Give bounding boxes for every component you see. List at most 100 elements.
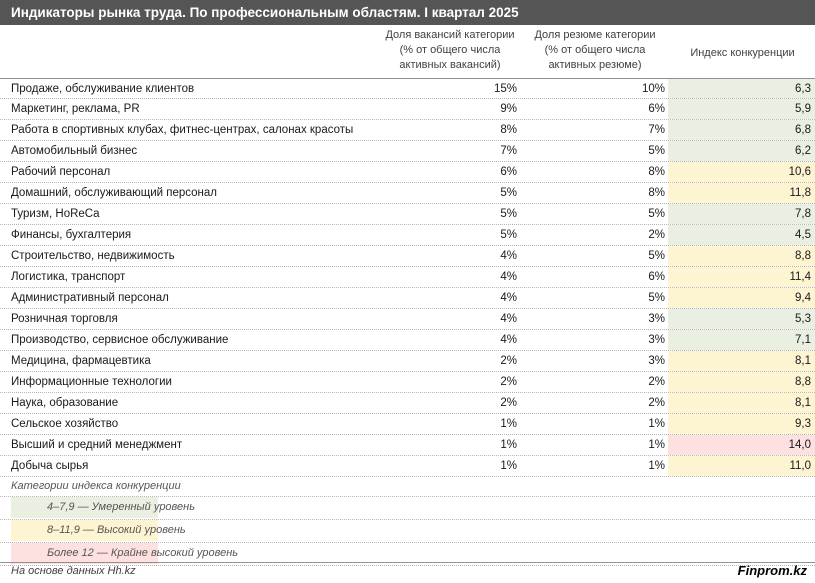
- competition-index-cell: 5,9: [668, 99, 815, 119]
- competition-index-cell: 7,8: [668, 204, 815, 224]
- vacancy-share-cell: 4%: [500, 334, 517, 346]
- row-label: Добыча сырья: [11, 460, 89, 472]
- resume-share-cell: 5%: [648, 208, 665, 220]
- table-row: Административный персонал 4% 5% 9,4: [0, 288, 815, 309]
- table-row: Сельское хозяйство 1% 1% 9,3: [0, 414, 815, 435]
- legend-label: 4–7,9 — Умеренный уровень: [47, 501, 196, 513]
- competition-index-cell: 9,3: [668, 414, 815, 434]
- table-row: Добыча сырья 1% 1% 11,0: [0, 456, 815, 477]
- legend-item: 8–11,9 — Высокий уровень: [0, 520, 815, 543]
- vacancy-share-cell: 5%: [500, 208, 517, 220]
- resume-share-cell: 10%: [641, 83, 665, 95]
- row-label: Логистика, транспорт: [11, 271, 126, 283]
- row-label: Административный персонал: [11, 292, 169, 304]
- header-vacancies-line1: Доля вакансий категории: [385, 29, 515, 41]
- legend-items: 4–7,9 — Умеренный уровень 8–11,9 — Высоки…: [0, 497, 815, 566]
- row-label: Маркетинг, реклама, PR: [11, 103, 140, 115]
- table-row: Логистика, транспорт 4% 6% 11,4: [0, 267, 815, 288]
- competition-index-cell: 11,4: [668, 267, 815, 287]
- competition-index-cell: 7,1: [668, 330, 815, 350]
- competition-index-cell: 11,8: [668, 183, 815, 203]
- competition-index-cell: 5,3: [668, 309, 815, 329]
- header-resumes: Доля резюме категории (% от общего числа…: [520, 28, 670, 78]
- table-row: Производство, сервисное обслуживание 4% 3%…: [0, 330, 815, 351]
- table-row: Информационные технологии 2% 2% 8,8: [0, 372, 815, 393]
- legend-item: 4–7,9 — Умеренный уровень: [0, 497, 815, 520]
- resume-share-cell: 8%: [648, 166, 665, 178]
- row-label: Высший и средний менеджмент: [11, 439, 183, 451]
- resume-share-cell: 3%: [648, 313, 665, 325]
- vacancy-share-cell: 4%: [500, 250, 517, 262]
- vacancy-share-cell: 2%: [500, 355, 517, 367]
- row-label: Розничная торговля: [11, 313, 118, 325]
- row-label: Автомобильный бизнес: [11, 145, 138, 157]
- row-label: Сельское хозяйство: [11, 418, 119, 430]
- resume-share-cell: 5%: [648, 292, 665, 304]
- competition-index-cell: 8,8: [668, 246, 815, 266]
- competition-index-cell: 8,1: [668, 393, 815, 413]
- row-label: Работа в спортивных клубах, фитнес-центр…: [11, 124, 354, 136]
- resume-share-cell: 1%: [648, 439, 665, 451]
- legend-item: Более 12 — Крайне высокий уровень: [0, 543, 815, 566]
- source-note: На основе данных Hh.kz: [11, 565, 136, 577]
- row-label: Продаже, обслуживание клиентов: [11, 83, 195, 95]
- competition-index-cell: 8,1: [668, 351, 815, 371]
- legend-swatch: [11, 520, 158, 541]
- competition-index-cell: 4,5: [668, 225, 815, 245]
- legend-label: Более 12 — Крайне высокий уровень: [47, 547, 239, 559]
- vacancy-share-cell: 9%: [500, 103, 517, 115]
- header-resumes-line3: активных резюме): [548, 59, 642, 71]
- table-row: Автомобильный бизнес 7% 5% 6,2: [0, 141, 815, 162]
- brand-logo: Finprom.kz: [737, 563, 807, 578]
- table-row: Медицина, фармацевтика 2% 3% 8,1: [0, 351, 815, 372]
- vacancy-share-cell: 7%: [500, 145, 517, 157]
- vacancy-share-cell: 1%: [500, 418, 517, 430]
- vacancy-share-cell: 2%: [500, 397, 517, 409]
- legend-title: Категории индекса конкуренции: [0, 477, 815, 497]
- legend-swatch: [11, 497, 158, 518]
- row-label: Наука, образование: [11, 397, 119, 409]
- competition-index-cell: 10,6: [668, 162, 815, 182]
- vacancy-share-cell: 5%: [500, 229, 517, 241]
- competition-index-cell: 6,2: [668, 141, 815, 161]
- vacancy-share-cell: 4%: [500, 292, 517, 304]
- resume-share-cell: 6%: [648, 271, 665, 283]
- row-label: Строительство, недвижимость: [11, 250, 175, 262]
- resume-share-cell: 1%: [648, 418, 665, 430]
- header-vacancies: Доля вакансий категории (% от общего чис…: [370, 28, 530, 78]
- table-row: Домашний, обслуживающий персонал 5% 8% 11,8: [0, 183, 815, 204]
- resume-share-cell: 2%: [648, 376, 665, 388]
- table-row: Продаже, обслуживание клиентов 15% 10% 6,3: [0, 78, 815, 99]
- resume-share-cell: 5%: [648, 145, 665, 157]
- header-resumes-line2: (% от общего числа: [544, 44, 646, 56]
- row-label: Медицина, фармацевтика: [11, 355, 151, 367]
- competition-index-cell: 11,0: [668, 456, 815, 476]
- table-row: Маркетинг, реклама, PR 9% 6% 5,9: [0, 99, 815, 120]
- resume-share-cell: 7%: [648, 124, 665, 136]
- header-vacancies-line3: активных вакансий): [399, 59, 501, 71]
- vacancy-share-cell: 1%: [500, 439, 517, 451]
- table-row: Наука, образование 2% 2% 8,1: [0, 393, 815, 414]
- competition-index-cell: 14,0: [668, 435, 815, 455]
- legend-swatch: [11, 543, 158, 564]
- footer: На основе данных Hh.kz Finprom.kz: [0, 562, 815, 583]
- competition-index-cell: 6,3: [668, 79, 815, 98]
- table-row: Высший и средний менеджмент 1% 1% 14,0: [0, 435, 815, 456]
- row-label: Туризм, HoReCa: [11, 208, 100, 220]
- table-row: Рабочий персонал 6% 8% 10,6: [0, 162, 815, 183]
- vacancy-share-cell: 4%: [500, 271, 517, 283]
- row-label: Информационные технологии: [11, 376, 172, 388]
- resume-share-cell: 5%: [648, 250, 665, 262]
- row-label: Финансы, бухгалтерия: [11, 229, 132, 241]
- legend-label: 8–11,9 — Высокий уровень: [47, 524, 186, 536]
- row-label: Домашний, обслуживающий персонал: [11, 187, 217, 199]
- header-vacancies-line2: (% от общего числа: [399, 44, 501, 56]
- vacancy-share-cell: 15%: [493, 83, 517, 95]
- resume-share-cell: 6%: [648, 103, 665, 115]
- vacancy-share-cell: 5%: [500, 187, 517, 199]
- table-row: Финансы, бухгалтерия 5% 2% 4,5: [0, 225, 815, 246]
- table-row: Работа в спортивных клубах, фитнес-центр…: [0, 120, 815, 141]
- vacancy-share-cell: 1%: [500, 460, 517, 472]
- header-index: Индекс конкуренции: [690, 47, 795, 59]
